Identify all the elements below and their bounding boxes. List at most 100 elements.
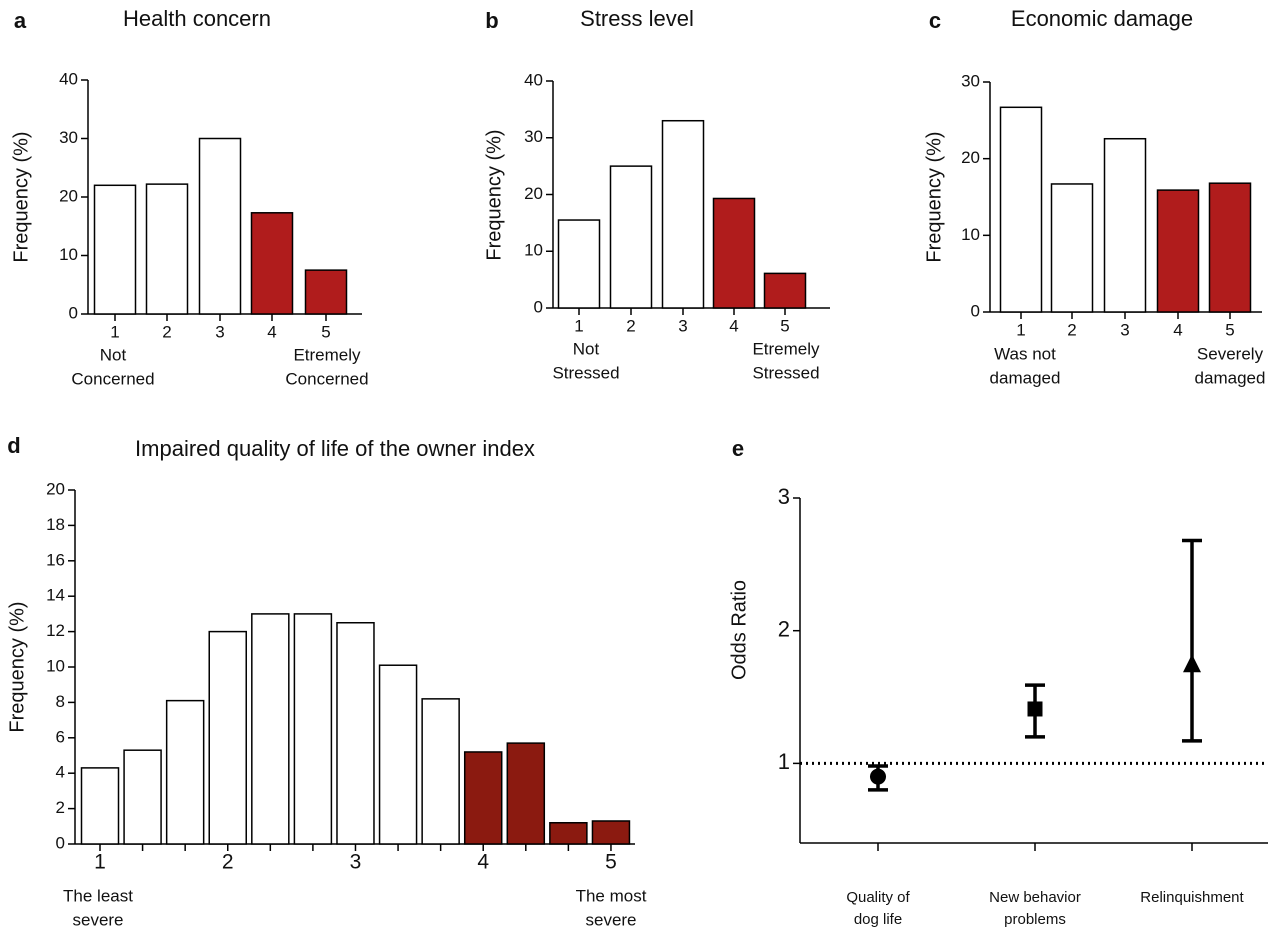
y-tick-label: 30 bbox=[961, 71, 980, 90]
axis-end-label: Etremely bbox=[293, 345, 361, 364]
bar bbox=[145, 183, 189, 315]
x-tick-label: dog life bbox=[854, 911, 902, 928]
axis-end-label: Concerned bbox=[71, 369, 154, 388]
x-tick-label: 5 bbox=[780, 316, 789, 335]
y-tick-label: 0 bbox=[69, 303, 78, 322]
panel-letter: e bbox=[732, 436, 744, 461]
y-tick-label: 20 bbox=[46, 479, 65, 498]
y-tick-label: 30 bbox=[524, 127, 543, 146]
bar bbox=[557, 219, 601, 309]
x-tick-label: 3 bbox=[350, 851, 362, 874]
bar bbox=[123, 749, 162, 845]
x-tick-label: Relinquishment bbox=[1140, 889, 1244, 906]
x-tick-label: 2 bbox=[162, 322, 171, 341]
x-tick-label: Quality of bbox=[846, 889, 910, 906]
y-tick-label: 40 bbox=[524, 70, 543, 89]
axis-end-label: The least bbox=[63, 886, 133, 905]
bar bbox=[1050, 183, 1094, 313]
bar bbox=[999, 106, 1043, 313]
bar bbox=[165, 699, 205, 845]
y-tick-label: 10 bbox=[59, 245, 78, 264]
x-tick-label: 4 bbox=[729, 316, 738, 335]
x-tick-label: 1 bbox=[110, 322, 119, 341]
x-tick-label: 3 bbox=[215, 322, 224, 341]
bar bbox=[421, 698, 460, 845]
y-axis-label: Frequency (%) bbox=[6, 601, 28, 732]
y-tick-label: 16 bbox=[46, 550, 65, 569]
axis-end-label: damaged bbox=[990, 368, 1061, 387]
y-tick-label: 4 bbox=[56, 763, 65, 782]
bar bbox=[378, 664, 418, 845]
bar bbox=[506, 742, 546, 845]
bar bbox=[1103, 137, 1147, 313]
x-tick-label: 3 bbox=[678, 316, 687, 335]
bar bbox=[763, 272, 807, 309]
axis-end-label: damaged bbox=[1195, 368, 1266, 387]
bar bbox=[80, 767, 120, 845]
axis-end-label: Not bbox=[100, 345, 127, 364]
panel-title: Stress level bbox=[580, 6, 694, 31]
axis-end-label: The most bbox=[576, 886, 647, 905]
y-tick-label: 2 bbox=[778, 617, 790, 642]
x-tick-label: 3 bbox=[1120, 320, 1129, 339]
axis-end-label: Concerned bbox=[285, 369, 368, 388]
axis-end-label: Stressed bbox=[552, 363, 619, 382]
panel-letter: c bbox=[929, 8, 941, 33]
x-tick-label: 2 bbox=[626, 316, 635, 335]
x-tick-label: problems bbox=[1004, 911, 1066, 928]
bar bbox=[1156, 189, 1200, 313]
y-axis-label: Frequency (%) bbox=[483, 129, 505, 260]
panel-title: Health concern bbox=[123, 6, 271, 31]
y-tick-label: 8 bbox=[56, 692, 65, 711]
x-tick-label: 5 bbox=[321, 322, 330, 341]
axis-end-label: Etremely bbox=[752, 339, 820, 358]
y-tick-label: 0 bbox=[534, 297, 543, 316]
y-axis-label: Odds Ratio bbox=[728, 580, 750, 680]
x-tick-label: 4 bbox=[477, 851, 489, 874]
y-tick-label: 30 bbox=[59, 128, 78, 147]
point bbox=[870, 768, 886, 785]
x-tick-label: 2 bbox=[1067, 320, 1076, 339]
x-tick-label: 4 bbox=[1173, 320, 1182, 339]
x-tick-label: 1 bbox=[574, 316, 583, 335]
axis-end-label: Stressed bbox=[752, 363, 819, 382]
point bbox=[1183, 654, 1201, 673]
bar bbox=[293, 613, 333, 845]
x-tick-label: 5 bbox=[605, 851, 617, 874]
error-bar bbox=[1182, 538, 1202, 743]
x-tick-label: New behavior bbox=[989, 889, 1081, 906]
axis-end-label: severe bbox=[72, 910, 123, 929]
panel-title: Impaired quality of life of the owner in… bbox=[135, 436, 535, 461]
y-tick-label: 12 bbox=[46, 621, 65, 640]
x-tick-label: 1 bbox=[94, 851, 106, 874]
bar bbox=[712, 197, 756, 309]
bar bbox=[93, 184, 137, 315]
panel-letter: a bbox=[14, 8, 27, 33]
bar bbox=[549, 822, 588, 845]
x-tick-label: 5 bbox=[1225, 320, 1234, 339]
bar bbox=[336, 622, 375, 845]
y-tick-label: 0 bbox=[971, 301, 980, 320]
bar bbox=[609, 165, 653, 309]
axis-end-label: Severely bbox=[1197, 344, 1264, 363]
bar bbox=[463, 751, 503, 845]
axis-end-label: severe bbox=[585, 910, 636, 929]
y-tick-label: 6 bbox=[56, 727, 65, 746]
y-tick-label: 20 bbox=[524, 184, 543, 203]
y-tick-label: 10 bbox=[524, 241, 543, 260]
y-tick-label: 10 bbox=[46, 656, 65, 675]
bar bbox=[1208, 182, 1252, 313]
bar bbox=[208, 630, 247, 845]
y-tick-label: 14 bbox=[46, 586, 65, 605]
x-tick-label: 2 bbox=[222, 851, 234, 874]
bar bbox=[250, 212, 294, 315]
panel-title: Economic damage bbox=[1011, 6, 1193, 31]
y-axis-label: Frequency (%) bbox=[10, 131, 32, 262]
y-tick-label: 3 bbox=[778, 484, 790, 509]
panel-letter: d bbox=[7, 433, 20, 458]
x-tick-label: 4 bbox=[267, 322, 276, 341]
bar bbox=[251, 613, 290, 845]
axis-end-label: Not bbox=[573, 339, 600, 358]
point bbox=[1027, 701, 1043, 717]
